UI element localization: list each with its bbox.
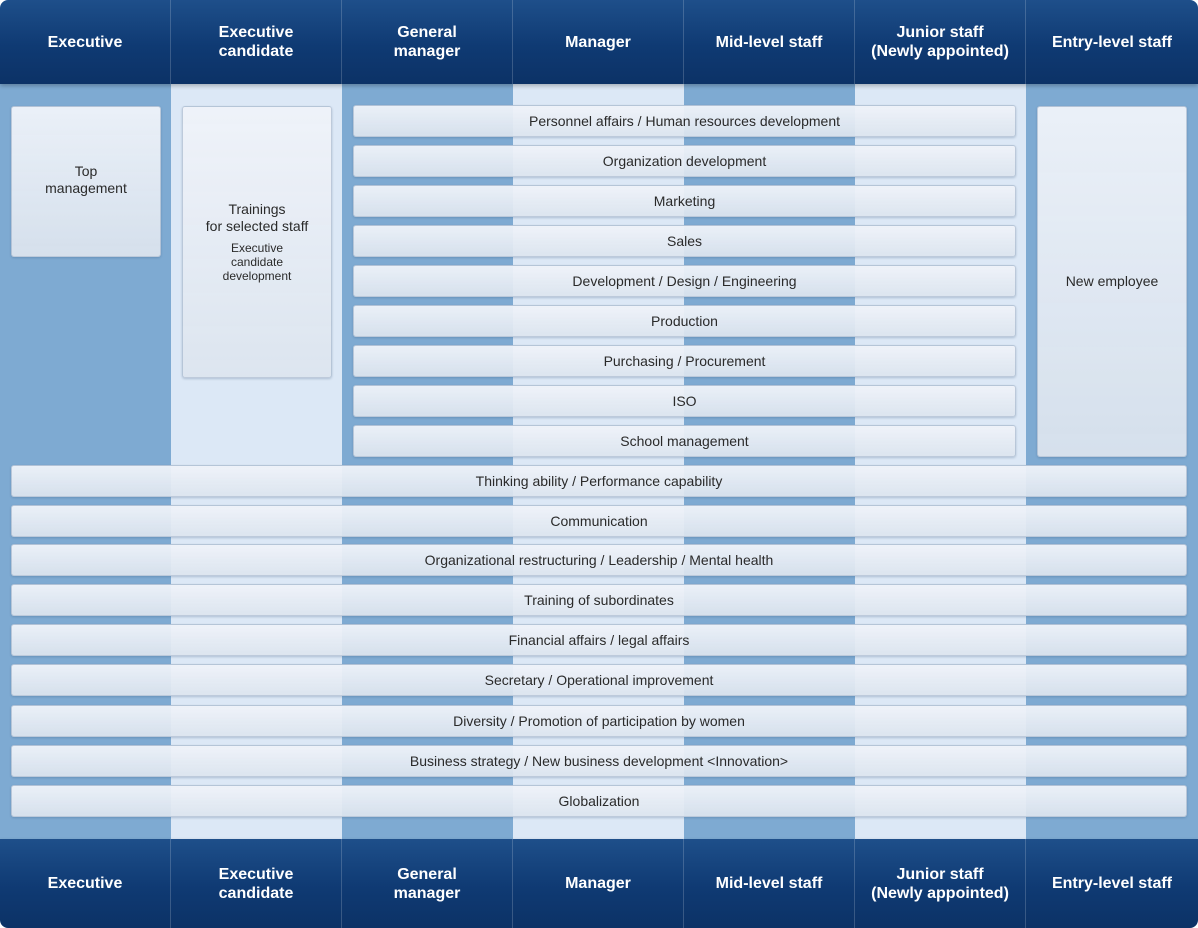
course-development-design[interactable]: Development / Design / Engineering [353,265,1016,297]
course-communication[interactable]: Communication [11,505,1187,537]
course-marketing[interactable]: Marketing [353,185,1016,217]
course-diversity[interactable]: Diversity / Promotion of participation b… [11,705,1187,737]
selected-staff-title: Trainings for selected staff [205,201,309,234]
course-production[interactable]: Production [353,305,1016,337]
footer-general-manager: General manager [342,839,513,928]
course-secretary[interactable]: Secretary / Operational improvement [11,664,1187,696]
header-executive: Executive [0,0,171,84]
header-top: Executive Executive candidate General ma… [0,0,1198,84]
selected-staff-subtitle: Executive candidate development [222,241,292,283]
course-organizational-restructuring[interactable]: Organizational restructuring / Leadershi… [11,544,1187,576]
footer-manager: Manager [513,839,684,928]
new-employee-label: New employee [1065,273,1159,289]
course-thinking-ability[interactable]: Thinking ability / Performance capabilit… [11,465,1187,497]
course-organization-development[interactable]: Organization development [353,145,1016,177]
course-globalization[interactable]: Globalization [11,785,1187,817]
top-management-box[interactable]: Top management [11,106,161,257]
header-manager: Manager [513,0,684,84]
header-bottom: Executive Executive candidate General ma… [0,839,1198,928]
footer-junior-staff: Junior staff (Newly appointed) [855,839,1026,928]
top-management-label: Top management [45,163,127,196]
course-iso[interactable]: ISO [353,385,1016,417]
footer-entry-level-staff: Entry-level staff [1051,875,1173,892]
footer-executive-candidate: Executive candidate [171,839,342,928]
course-training-subordinates[interactable]: Training of subordinates [11,584,1187,616]
header-general-manager: General manager [342,0,513,84]
course-personnel-affairs[interactable]: Personnel affairs / Human resources deve… [353,105,1016,137]
header-executive-candidate: Executive candidate [171,0,342,84]
course-financial-legal[interactable]: Financial affairs / legal affairs [11,624,1187,656]
selected-staff-box[interactable]: Trainings for selected staff Executive c… [182,106,332,378]
header-mid-level-staff: Mid-level staff [684,0,855,84]
header-entry-level-staff: Entry-level staff [1051,33,1173,51]
course-business-strategy[interactable]: Business strategy / New business develop… [11,745,1187,777]
course-purchasing[interactable]: Purchasing / Procurement [353,345,1016,377]
course-sales[interactable]: Sales [353,225,1016,257]
new-employee-box[interactable]: New employee [1037,106,1187,457]
footer-executive: Executive [0,839,171,928]
footer-mid-level-staff: Mid-level staff [684,839,855,928]
header-junior-staff: Junior staff (Newly appointed) [855,0,1026,84]
course-school-management[interactable]: School management [353,425,1016,457]
